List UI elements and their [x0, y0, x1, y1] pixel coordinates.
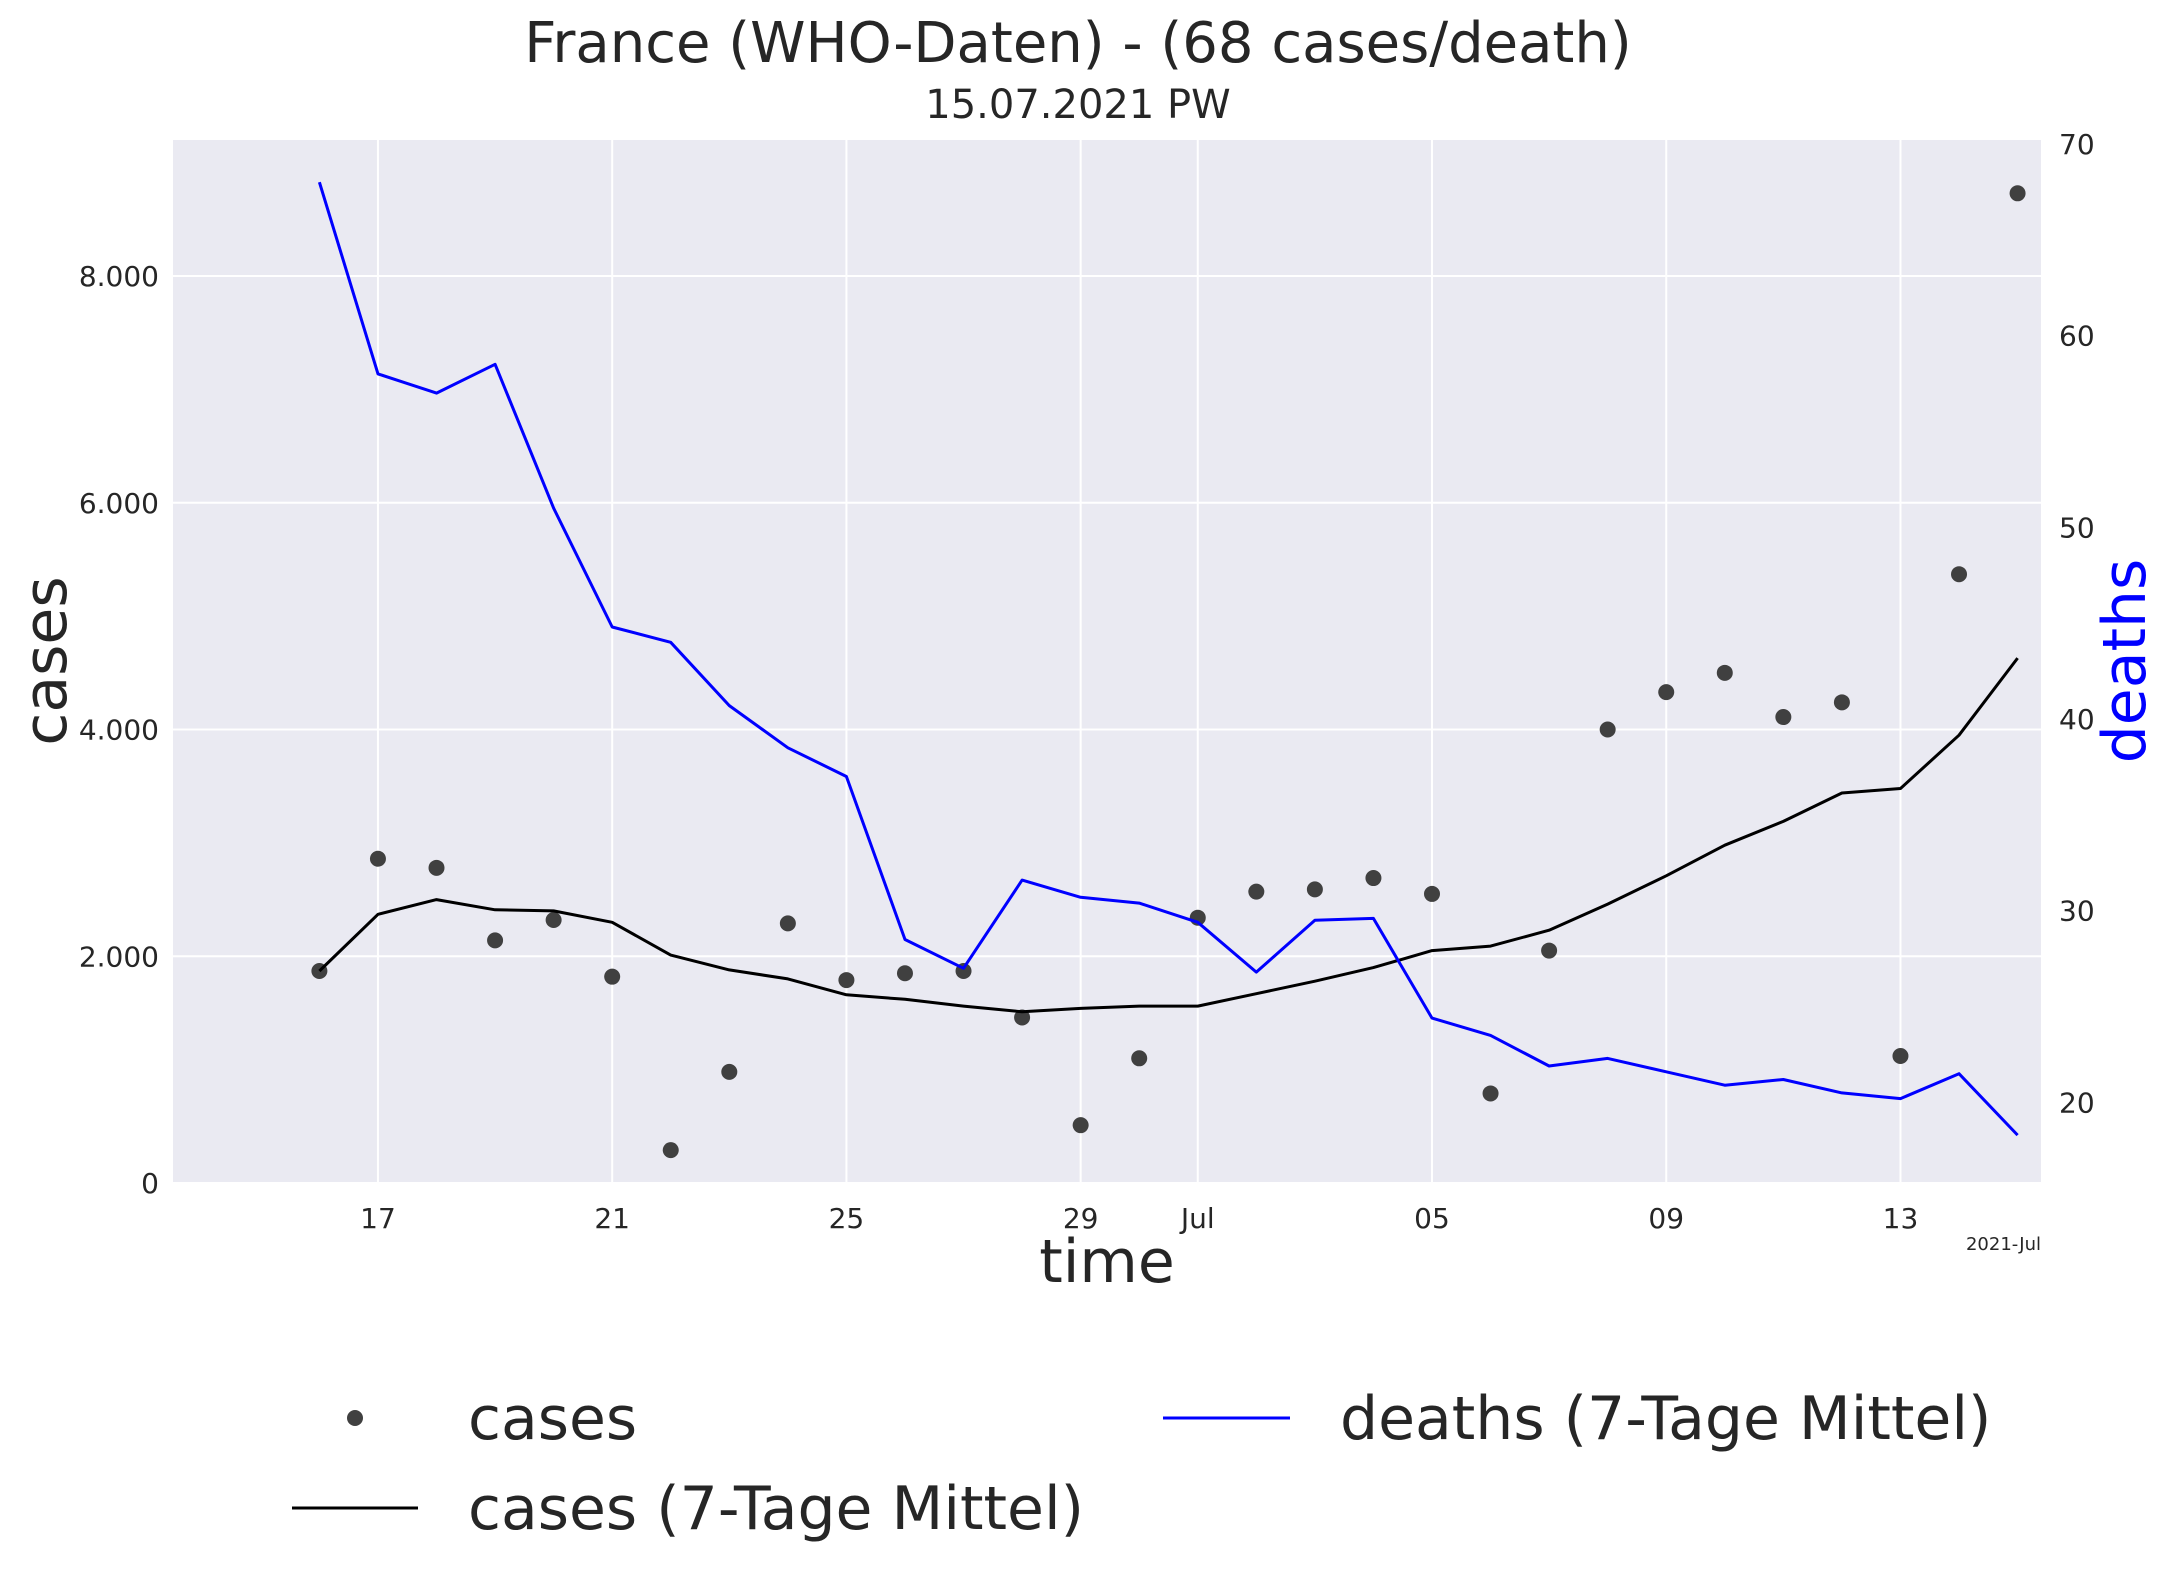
x-tick-label: 13 — [1883, 1202, 1919, 1235]
cases-point — [1775, 709, 1792, 726]
x-tick-label: Jul — [1179, 1202, 1215, 1235]
legend-cases-avg-label: cases (7-Tage Mittel) — [468, 1474, 1084, 1544]
cases-point — [1716, 664, 1733, 681]
legend-cases-marker — [347, 1410, 363, 1426]
cases-point — [1072, 1117, 1089, 1134]
y2-tick-labels: 20 30 40 50 60 70 — [2059, 128, 2095, 1120]
cases-point — [896, 965, 913, 982]
y2-tick-label: 30 — [2059, 895, 2095, 928]
grid — [173, 140, 2041, 1184]
cases-point — [1658, 684, 1675, 701]
y-tick-label: 2.000 — [79, 940, 159, 973]
legend: cases cases (7-Tage Mittel) deaths (7-Ta… — [292, 1384, 1991, 1544]
x-offset-label: 2021-Jul — [1966, 1234, 2041, 1255]
legend-cases-label: cases — [468, 1384, 637, 1454]
x-axis-label: time — [1039, 1227, 1175, 1297]
cases-point — [545, 911, 562, 928]
y2-axis-label: deaths — [2090, 559, 2160, 764]
x-tick-label: 17 — [360, 1202, 396, 1235]
cases-point — [662, 1142, 679, 1159]
chart-subtitle: 15.07.2021 PW — [925, 82, 1230, 128]
cases-point — [1833, 694, 1850, 711]
cases-point — [1541, 942, 1558, 959]
cases-point — [721, 1063, 738, 1080]
cases-point — [1306, 881, 1323, 898]
y-tick-labels: 0 2.000 4.000 6.000 8.000 — [79, 260, 159, 1200]
cases-point — [1892, 1048, 1909, 1065]
legend-deaths-avg-label: deaths (7-Tage Mittel) — [1340, 1384, 1991, 1454]
cases-point — [1482, 1085, 1499, 1102]
cases-point — [1365, 870, 1382, 887]
y-tick-label: 6.000 — [79, 487, 159, 520]
x-tick-label: 25 — [829, 1202, 865, 1235]
y2-tick-label: 70 — [2059, 128, 2095, 161]
y-axis-label: cases — [11, 576, 81, 745]
y-tick-label: 0 — [141, 1167, 159, 1200]
y-tick-label: 4.000 — [79, 714, 159, 747]
chart-title: France (WHO-Daten) - (68 cases/death) — [524, 11, 1631, 76]
x-tick-label: 21 — [594, 1202, 630, 1235]
x-tick-label: 09 — [1648, 1202, 1684, 1235]
series-line-cases-7-tage-mittel — [318, 657, 2019, 1014]
plot-area — [173, 140, 2041, 1183]
cases-point — [838, 972, 855, 989]
y-tick-label: 8.000 — [79, 260, 159, 293]
cases-point — [604, 968, 621, 985]
y2-tick-label: 20 — [2059, 1086, 2095, 1119]
cases-point — [1423, 885, 1440, 902]
series-line-deaths-7-tage-mittel — [317, 181, 2019, 1137]
cases-point — [1131, 1050, 1148, 1067]
y2-tick-label: 40 — [2059, 703, 2095, 736]
cases-point — [369, 850, 386, 867]
x-tick-labels: 17 21 25 29 Jul 05 09 13 — [360, 1202, 1918, 1235]
cases-point — [2009, 185, 2026, 202]
cases-point — [779, 915, 796, 932]
cases-point — [1951, 566, 1968, 583]
x-tick-label: 29 — [1063, 1202, 1099, 1235]
x-tick-label: 05 — [1414, 1202, 1450, 1235]
series-layer — [311, 181, 2026, 1159]
y2-tick-label: 60 — [2059, 320, 2095, 353]
cases-point — [1599, 721, 1616, 738]
cases-point — [428, 859, 445, 876]
cases-point — [487, 932, 504, 949]
y2-tick-label: 50 — [2059, 511, 2095, 544]
cases-point — [1014, 1009, 1031, 1026]
cases-point — [1248, 883, 1265, 900]
